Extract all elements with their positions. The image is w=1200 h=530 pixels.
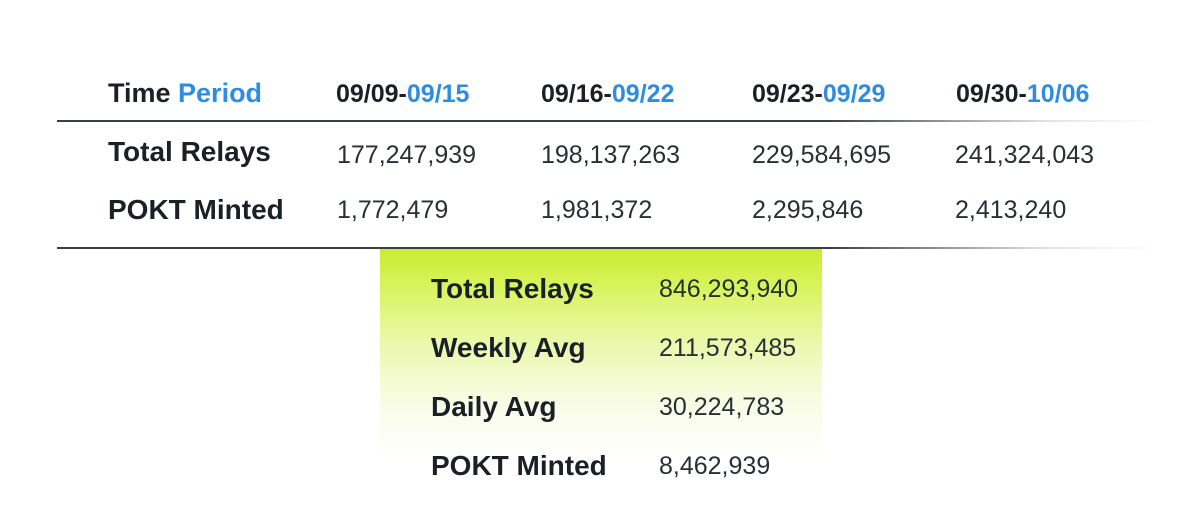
table-cell: 2,413,240: [955, 196, 1067, 224]
summary-label-daily-avg: Daily Avg: [431, 391, 557, 422]
table-cell: 2,295,846: [752, 196, 864, 224]
period-header-4: 09/30-10/06: [956, 80, 1090, 108]
row-label-total-relays: Total Relays: [108, 136, 271, 167]
summary-value-pokt-minted: 8,462,939: [659, 452, 771, 480]
row-label-pokt-minted: POKT Minted: [108, 194, 284, 225]
summary-value-total-relays: 846,293,940: [659, 275, 799, 303]
summary-label-pokt-minted: POKT Minted: [431, 450, 607, 481]
summary-value-weekly-avg: 211,573,485: [659, 334, 797, 362]
table-cell: 1,772,479: [337, 196, 449, 224]
table-cell: 1,981,372: [541, 196, 653, 224]
table-bottom-divider: [57, 247, 1157, 249]
table-cell: 229,584,695: [752, 141, 892, 169]
period-header-1: 09/09-09/15: [336, 80, 470, 108]
table-cell: 198,137,263: [541, 141, 681, 169]
period-header-3: 09/23-09/29: [752, 80, 886, 108]
table-cell: 177,247,939: [337, 141, 477, 169]
period-header-2: 09/16-09/22: [541, 80, 675, 108]
header-divider: [57, 120, 1157, 122]
summary-label-weekly-avg: Weekly Avg: [431, 332, 586, 363]
summary-value-daily-avg: 30,224,783: [659, 393, 785, 421]
table-cell: 241,324,043: [955, 141, 1095, 169]
summary-highlight: [380, 249, 822, 459]
summary-label-total-relays: Total Relays: [431, 273, 594, 304]
time-period-header: Time Period: [108, 78, 263, 108]
